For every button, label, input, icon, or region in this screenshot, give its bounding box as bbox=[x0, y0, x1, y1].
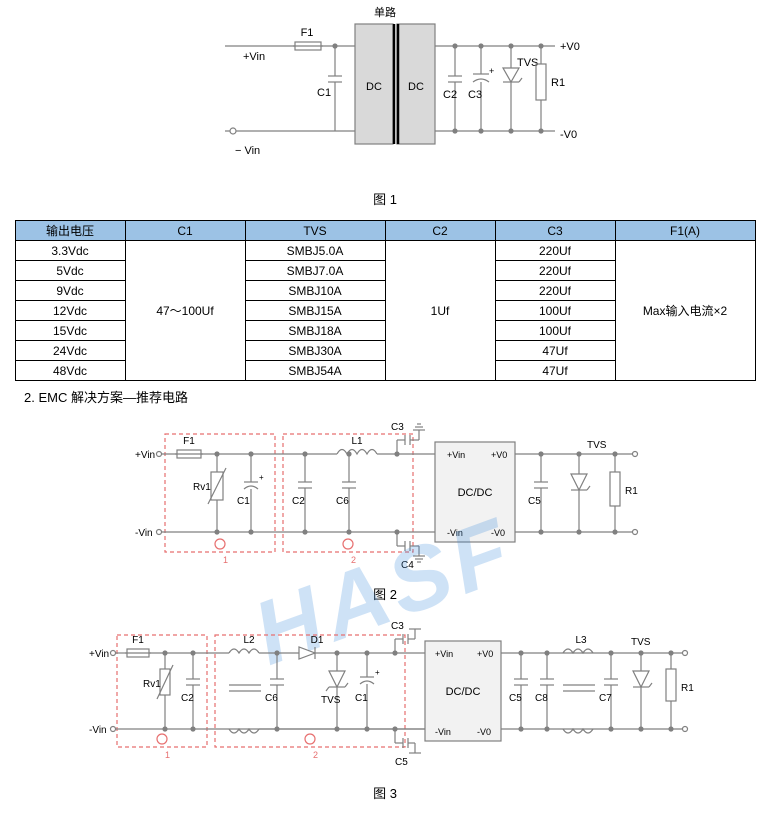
svg-text:F1: F1 bbox=[183, 436, 195, 447]
svg-text:+: + bbox=[375, 668, 380, 677]
svg-text:C5: C5 bbox=[509, 693, 522, 704]
th-tvs: TVS bbox=[245, 221, 385, 241]
svg-text:L2: L2 bbox=[243, 635, 255, 646]
svg-text:DC: DC bbox=[366, 81, 382, 93]
table-header-row: 输出电压 C1 TVS C2 C3 F1(A) bbox=[15, 221, 755, 241]
svg-text:1: 1 bbox=[165, 750, 170, 760]
svg-text:R1: R1 bbox=[551, 77, 565, 89]
svg-text:+V0: +V0 bbox=[491, 450, 507, 460]
td-c1-merged: 47～100Uf bbox=[125, 241, 245, 381]
th-c2: C2 bbox=[385, 221, 495, 241]
svg-text:C7: C7 bbox=[599, 693, 612, 704]
th-voltage: 输出电压 bbox=[15, 221, 125, 241]
svg-text:DC/DC: DC/DC bbox=[446, 686, 481, 698]
svg-text:C6: C6 bbox=[336, 496, 349, 507]
svg-text:2: 2 bbox=[313, 750, 318, 760]
svg-text:− Vin: − Vin bbox=[235, 145, 260, 157]
svg-text:+Vin: +Vin bbox=[435, 649, 453, 659]
table-row: 3.3Vdc 47～100Uf SMBJ5.0A 1Uf 220Uf Max输入… bbox=[15, 241, 755, 261]
svg-text:-Vin: -Vin bbox=[89, 725, 107, 736]
section-2-title: 2. EMC 解决方案—推荐电路 bbox=[24, 387, 760, 406]
svg-text:+Vin: +Vin bbox=[243, 51, 265, 63]
svg-text:C3: C3 bbox=[391, 422, 404, 433]
svg-text:C2: C2 bbox=[181, 693, 194, 704]
svg-text:Rv1: Rv1 bbox=[193, 482, 211, 493]
svg-text:C6: C6 bbox=[265, 693, 278, 704]
figure-1-caption: 图 1 bbox=[10, 189, 760, 208]
th-c1: C1 bbox=[125, 221, 245, 241]
component-table: 输出电压 C1 TVS C2 C3 F1(A) 3.3Vdc 47～100Uf … bbox=[15, 220, 756, 381]
th-f1: F1(A) bbox=[615, 221, 755, 241]
svg-text:-V0: -V0 bbox=[491, 528, 505, 538]
svg-text:DC: DC bbox=[408, 81, 424, 93]
svg-text:TVS: TVS bbox=[517, 57, 538, 69]
svg-text:+Vin: +Vin bbox=[135, 450, 155, 461]
svg-text:L1: L1 bbox=[351, 436, 363, 447]
figure-2: HASF 1 2 +Vin F1 Rv1 bbox=[10, 416, 760, 576]
figure-2-caption: 图 2 bbox=[10, 584, 760, 603]
svg-text:C2: C2 bbox=[443, 89, 457, 101]
svg-text:-V0: -V0 bbox=[560, 129, 577, 141]
svg-text:单路: 单路 bbox=[374, 6, 396, 19]
figure-2-svg: 1 2 +Vin F1 Rv1 bbox=[105, 416, 665, 576]
svg-text:C2: C2 bbox=[292, 496, 305, 507]
svg-text:R1: R1 bbox=[625, 486, 638, 497]
svg-text:L3: L3 bbox=[575, 635, 587, 646]
td-c2-merged: 1Uf bbox=[385, 241, 495, 381]
svg-text:+: + bbox=[489, 66, 494, 76]
svg-text:C3: C3 bbox=[468, 89, 482, 101]
figure-1-svg: 单路 F1 +Vin C1 − Vin bbox=[185, 6, 585, 181]
svg-text:C8: C8 bbox=[535, 693, 548, 704]
svg-text:+V0: +V0 bbox=[560, 41, 580, 53]
svg-text:D1: D1 bbox=[311, 635, 324, 646]
figure-3: 1 2 +Vin -Vin F1 Rv1 bbox=[10, 615, 760, 775]
th-c3: C3 bbox=[495, 221, 615, 241]
figure-3-svg: 1 2 +Vin -Vin F1 Rv1 bbox=[65, 615, 705, 775]
svg-text:F1: F1 bbox=[132, 635, 144, 646]
svg-text:+Vin: +Vin bbox=[89, 649, 109, 660]
svg-text:TVS: TVS bbox=[587, 440, 607, 451]
svg-text:C1: C1 bbox=[317, 87, 331, 99]
svg-text:C5: C5 bbox=[528, 496, 541, 507]
svg-text:TVS: TVS bbox=[321, 695, 341, 706]
svg-text:+: + bbox=[259, 473, 264, 482]
figure-1: 单路 F1 +Vin C1 − Vin bbox=[10, 6, 760, 181]
svg-text:C4: C4 bbox=[401, 560, 414, 571]
svg-text:R1: R1 bbox=[681, 683, 694, 694]
svg-text:C1: C1 bbox=[355, 693, 368, 704]
figure-3-caption: 图 3 bbox=[10, 783, 760, 802]
svg-text:1: 1 bbox=[223, 555, 228, 565]
svg-text:+V0: +V0 bbox=[477, 649, 493, 659]
svg-text:C3: C3 bbox=[391, 621, 404, 632]
td-f1-merged: Max输入电流×2 bbox=[615, 241, 755, 381]
svg-text:F1: F1 bbox=[301, 27, 314, 39]
svg-text:Rv1: Rv1 bbox=[143, 679, 161, 690]
svg-text:+Vin: +Vin bbox=[447, 450, 465, 460]
svg-text:2: 2 bbox=[351, 555, 356, 565]
svg-text:C5: C5 bbox=[395, 757, 408, 768]
svg-text:-V0: -V0 bbox=[477, 727, 491, 737]
svg-text:TVS: TVS bbox=[631, 637, 651, 648]
svg-text:DC/DC: DC/DC bbox=[458, 487, 493, 499]
svg-text:-Vin: -Vin bbox=[447, 528, 463, 538]
svg-text:C1: C1 bbox=[237, 496, 250, 507]
svg-text:-Vin: -Vin bbox=[135, 528, 153, 539]
svg-text:-Vin: -Vin bbox=[435, 727, 451, 737]
